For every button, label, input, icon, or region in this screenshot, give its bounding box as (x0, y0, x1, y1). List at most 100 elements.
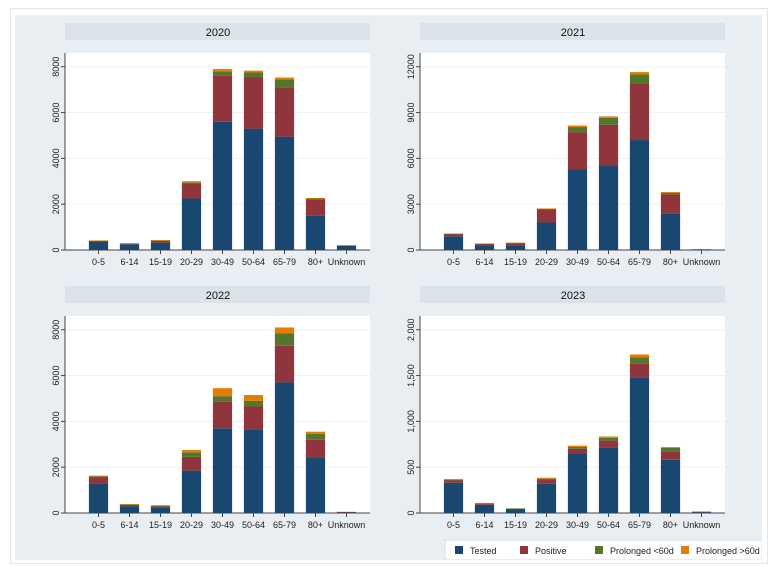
bar-segment-tested-Unknown (691, 512, 712, 513)
bar-segment-tested-65-79 (629, 140, 650, 250)
bar-segment-positive-30-49 (212, 75, 233, 122)
bar-segment-prolonged-60d-30-49 (567, 447, 588, 449)
y-tick-label: 0 (51, 510, 61, 515)
bar-segment-prolonged-60d-65-79 (629, 72, 650, 75)
bar-segment-prolonged-60d-6-14 (474, 502, 495, 504)
panel-title-band (420, 286, 725, 303)
bar-segment-positive-20-29 (181, 183, 202, 199)
bar-segment-positive-80+ (660, 194, 681, 214)
x-tick-label: 15-19 (504, 520, 527, 530)
bar-segment-prolonged-60d-20-29 (536, 478, 557, 481)
bar-segment-positive-65-79 (274, 345, 295, 383)
legend-label: Positive (535, 546, 567, 556)
bar-segment-prolonged-60d-20-29 (181, 452, 202, 457)
bar-segment-positive-30-49 (567, 132, 588, 170)
y-tick-label: 4000 (51, 148, 61, 168)
bar-segment-positive-80+ (305, 439, 326, 459)
bar-segment-prolonged-60d-65-79 (274, 79, 295, 88)
bar-segment-positive-15-19 (505, 243, 526, 246)
bar-segment-tested-30-49 (212, 428, 233, 513)
bar-segment-positive-50-64 (598, 440, 619, 448)
bar-segment-prolonged-60d-6-14 (119, 504, 140, 505)
bar-segment-tested-0-5 (443, 236, 464, 250)
panel-title-band (420, 23, 725, 40)
bar-segment-prolonged-60d-65-79 (629, 357, 650, 364)
bar-segment-prolonged-60d-80+ (305, 433, 326, 440)
bar-segment-prolonged-60d-20-29 (181, 182, 202, 184)
x-tick-label: 65-79 (273, 257, 296, 267)
y-tick-label: 2000 (51, 194, 61, 214)
bar-segment-tested-Unknown (336, 245, 357, 250)
x-tick-label: 80+ (663, 520, 678, 530)
bar-segment-prolonged-60d-80+ (660, 191, 681, 193)
bar-segment-prolonged-60d-15-19 (150, 505, 171, 507)
x-tick-label: Unknown (683, 257, 721, 267)
y-tick-label: 6000 (51, 103, 61, 123)
bar-segment-positive-Unknown (336, 245, 357, 247)
bar-segment-positive-0-5 (88, 240, 109, 242)
bar-segment-tested-6-14 (474, 504, 495, 513)
bar-segment-prolonged-60d-80+ (660, 447, 681, 448)
bar-segment-tested-0-5 (88, 483, 109, 513)
bar-segment-positive-Unknown (691, 249, 712, 250)
bar-segment-prolonged-60d-50-64 (598, 117, 619, 125)
x-tick-label: 20-29 (180, 257, 203, 267)
bar-segment-prolonged-60d-20-29 (536, 208, 557, 210)
bar-segment-tested-65-79 (629, 377, 650, 513)
bar-segment-positive-80+ (305, 199, 326, 216)
x-tick-label: 6-14 (120, 257, 138, 267)
bar-segment-prolonged-60d-15-19 (505, 242, 526, 244)
legend-swatch-prolonged-60d (595, 546, 603, 554)
y-tick-label: 12000 (406, 54, 416, 79)
bar-segment-prolonged-60d-65-79 (274, 327, 295, 334)
bar-segment-prolonged-60d-50-64 (243, 400, 264, 407)
bar-segment-positive-15-19 (150, 240, 171, 243)
bar-segment-positive-50-64 (598, 124, 619, 167)
x-tick-label: 50-64 (242, 257, 265, 267)
y-tick-label: 1,500 (406, 364, 416, 387)
bar-segment-prolonged-60d-50-64 (243, 70, 264, 73)
bar-segment-prolonged-60d-0-5 (88, 476, 109, 478)
x-tick-label: 6-14 (120, 520, 138, 530)
x-tick-label: 65-79 (273, 520, 296, 530)
bar-segment-prolonged-60d-80+ (660, 192, 681, 195)
bar-segment-tested-20-29 (536, 222, 557, 250)
y-tick-label: 4000 (51, 411, 61, 431)
bar-segment-prolonged-60d-30-49 (212, 69, 233, 72)
bar-segment-prolonged-60d-30-49 (567, 127, 588, 133)
x-tick-label: 20-29 (535, 520, 558, 530)
x-tick-label: 50-64 (597, 257, 620, 267)
bar-segment-tested-Unknown (336, 512, 357, 513)
bar-segment-tested-80+ (305, 215, 326, 250)
x-tick-label: 20-29 (535, 257, 558, 267)
bar-segment-prolonged-60d-20-29 (181, 450, 202, 453)
y-tick-label: 6000 (51, 366, 61, 386)
bar-segment-prolonged-60d-6-14 (474, 243, 495, 245)
x-tick-label: 20-29 (180, 520, 203, 530)
panels: 2020 0 2000 4000 6000 8000 0-5 6-14 15-19 20-29 30… (51, 23, 725, 530)
bar-segment-prolonged-60d-65-79 (629, 354, 650, 358)
x-tick-label: 30-49 (211, 257, 234, 267)
x-tick-label: 50-64 (242, 520, 265, 530)
legend-label: Prolonged <60d (610, 546, 674, 556)
y-tick-label: 8000 (51, 57, 61, 77)
x-tick-label: 15-19 (149, 520, 172, 530)
x-tick-label: 0-5 (447, 520, 460, 530)
y-tick-label: 1,000 (406, 410, 416, 433)
x-tick-label: 30-49 (566, 520, 589, 530)
bar-segment-tested-65-79 (274, 382, 295, 513)
x-tick-label: 15-19 (149, 257, 172, 267)
bar-segment-tested-0-5 (88, 241, 109, 250)
y-tick-label: 500 (406, 460, 416, 475)
x-tick-label: 80+ (308, 257, 323, 267)
bar-segment-tested-20-29 (181, 470, 202, 513)
bar-segment-prolonged-60d-0-5 (88, 475, 109, 477)
bar-segment-prolonged-60d-50-64 (598, 436, 619, 438)
x-tick-label: Unknown (683, 520, 721, 530)
bar-segment-prolonged-60d-80+ (305, 198, 326, 200)
y-tick-label: 2,000 (406, 318, 416, 341)
bar-segment-positive-0-5 (443, 480, 464, 483)
bar-segment-tested-30-49 (212, 121, 233, 250)
panel-title-band (65, 286, 370, 303)
bar-segment-positive-15-19 (505, 508, 526, 510)
